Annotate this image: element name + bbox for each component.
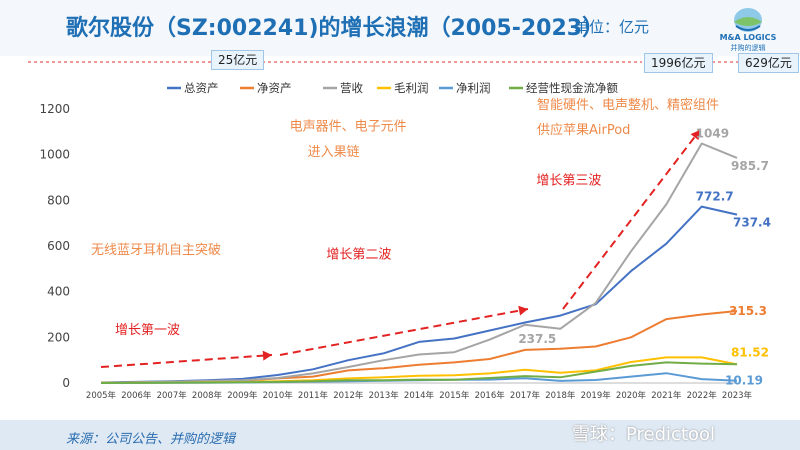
value-label: 985.7 <box>731 159 769 173</box>
y-tick-label: 600 <box>47 239 70 253</box>
logo-subtext: 并购的逻辑 <box>730 44 766 52</box>
wave-arrow-1-head <box>262 350 272 361</box>
legend-item: 经营性现金流净额 <box>526 81 618 95</box>
x-tick-label: 2022年 <box>687 390 718 401</box>
market-cap-badge-2010: 25亿元 <box>211 50 265 70</box>
legend: 总资产 净资产 营收 毛利润 净利润 经营性现金流净额 <box>167 81 618 95</box>
annotation-text: 进入果链 <box>308 145 360 160</box>
x-tick-label: 2013年 <box>369 390 400 401</box>
y-tick-label: 0 <box>62 376 70 390</box>
series-line-net_assets <box>100 310 738 384</box>
value-labels: 1049 985.7 772.7 737.4 315.3 237.5 81.52 10.19 <box>518 126 771 387</box>
watermark-text: 雪球：Predictool <box>572 424 716 445</box>
annotation-text: 无线蓝牙耳机自主突破 <box>91 242 221 258</box>
value-label: 1049 <box>696 126 729 140</box>
x-tick-label: 2017年 <box>510 390 541 401</box>
annotation-text: 智能硬件、电声整机、精密组件 <box>537 97 719 113</box>
legend-item: 毛利润 <box>394 81 429 95</box>
value-label: 315.3 <box>729 304 767 318</box>
legend-item: 总资产 <box>184 81 219 95</box>
x-tick-label: 2005年 <box>86 390 117 401</box>
y-tick-label: 200 <box>47 330 70 344</box>
wave-label: 增长第一波 <box>115 323 180 338</box>
annotation-pointer-head <box>225 265 230 271</box>
wave-arrows: 增长第一波 增长第二波 增长第三波 <box>100 129 701 368</box>
wave-arrow-2-head <box>518 305 528 316</box>
series-lines <box>100 142 738 384</box>
source-text: 来源：公司公告、并购的逻辑 <box>66 432 236 447</box>
legend-item: 净利润 <box>456 81 491 95</box>
annotation-text: 电声器件、电子元件 <box>290 120 407 135</box>
wave-label: 增长第三波 <box>536 173 601 188</box>
x-tick-label: 2016年 <box>475 390 506 401</box>
logo-icon <box>734 8 762 32</box>
market-cap-badge-2022: 1996亿元 <box>644 53 713 73</box>
y-axis: 0 200 400 600 800 1000 1200 <box>39 102 70 390</box>
x-tick-label: 2006年 <box>121 390 152 401</box>
annotation-text: 供应苹果AirPod <box>537 122 630 138</box>
footer-bar <box>0 420 800 450</box>
title-bar <box>0 0 800 56</box>
x-tick-label: 2019年 <box>581 390 612 401</box>
y-tick-label: 800 <box>47 193 70 207</box>
wave-arrow-1 <box>100 354 273 368</box>
x-tick-label: 2018年 <box>545 390 576 401</box>
x-tick-label: 2014年 <box>404 390 435 401</box>
x-tick-label: 2010年 <box>263 390 294 401</box>
wave-arrow-3 <box>562 129 701 310</box>
unit-label: 单位：亿元 <box>574 18 650 36</box>
wave-label: 增长第二波 <box>326 248 391 263</box>
y-tick-label: 400 <box>47 285 70 299</box>
chart-title: 歌尔股份（SZ:002241)的增长浪潮（2005-2023） <box>66 16 605 41</box>
guide-lines <box>275 110 524 383</box>
annotation-pointer-head <box>615 149 620 155</box>
market-cap-badge-2023: 629亿元 <box>738 53 799 73</box>
value-label: 10.19 <box>725 374 763 388</box>
y-tick-label: 1000 <box>39 148 70 162</box>
x-axis: 2005年 2006年 2007年 2008年 2009年 2010年 2011年 2012年… <box>86 382 753 401</box>
value-label: 237.5 <box>518 332 556 346</box>
x-tick-label: 2008年 <box>192 390 223 401</box>
x-tick-label: 2009年 <box>227 390 258 401</box>
x-tick-label: 2011年 <box>298 390 329 401</box>
series-line-total_assets <box>100 205 738 384</box>
x-tick-label: 2020年 <box>616 390 647 401</box>
x-tick-label: 2015年 <box>439 390 470 401</box>
wave-arrow-3-head <box>690 130 700 141</box>
value-label: 737.4 <box>733 216 771 230</box>
legend-item: 净资产 <box>257 81 292 95</box>
x-tick-label: 2007年 <box>157 390 188 401</box>
series-line-revenue <box>100 142 738 384</box>
y-tick-label: 1200 <box>39 102 70 116</box>
x-tick-label: 2021年 <box>651 390 682 401</box>
value-label: 772.7 <box>696 190 734 204</box>
legend-item: 营收 <box>340 81 363 95</box>
value-label: 81.52 <box>731 345 769 359</box>
logo-text: M&A LOGICS <box>719 33 777 42</box>
x-tick-label: 2012年 <box>333 390 364 401</box>
wave-arrow-2 <box>279 308 529 356</box>
x-tick-label: 2023年 <box>722 390 753 401</box>
series-line-operating_cash_flow <box>100 361 738 384</box>
